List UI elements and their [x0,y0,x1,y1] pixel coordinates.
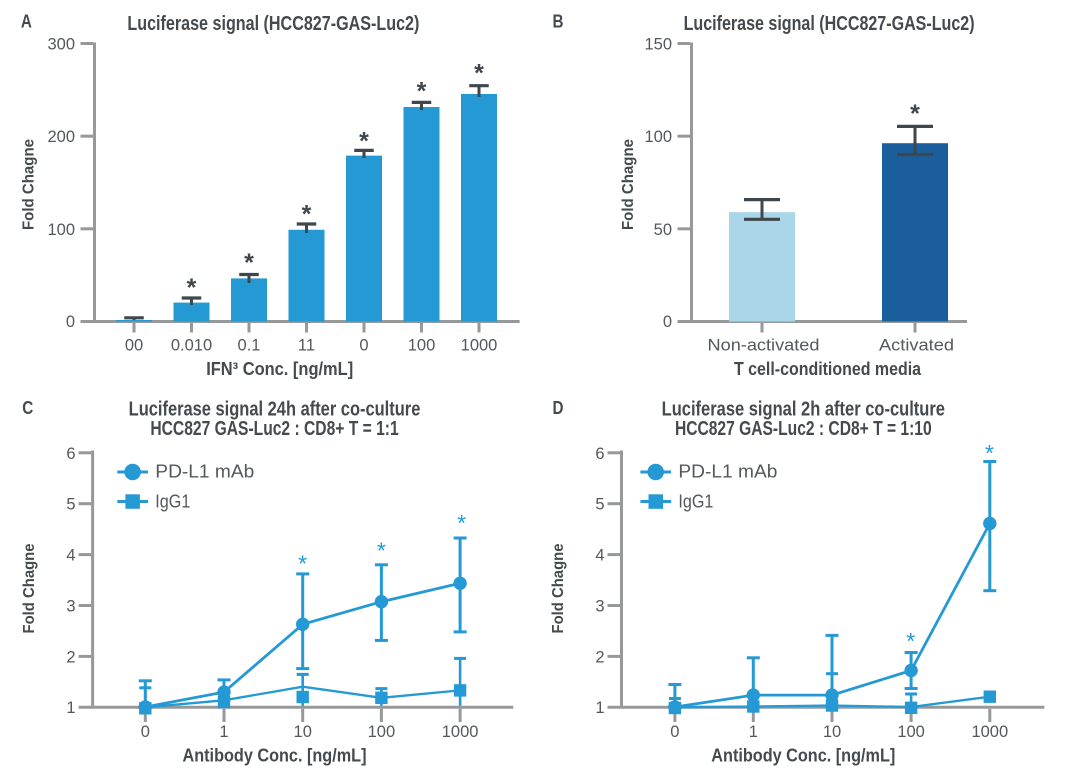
svg-text:Activated: Activated [879,337,954,355]
svg-text:*: * [187,274,197,302]
svg-text:HCC827 GAS-Luc2 : CD8+ T = 1:1: HCC827 GAS-Luc2 : CD8+ T = 1:10 [675,418,932,440]
svg-text:5: 5 [595,496,604,514]
svg-text:2: 2 [595,648,604,666]
svg-text:Antibody Conc. [ng/mL]: Antibody Conc. [ng/mL] [183,745,367,765]
svg-text:D: D [553,398,564,418]
svg-text:Non-activated: Non-activated [708,337,820,355]
svg-text:B: B [553,12,564,32]
svg-text:C: C [22,398,33,418]
svg-text:Luciferase signal (HCC827-GAS-: Luciferase signal (HCC827-GAS-Luc2) [127,13,419,35]
svg-text:100: 100 [368,723,396,741]
svg-text:*: * [906,628,915,654]
svg-text:200: 200 [47,128,75,146]
svg-text:10: 10 [823,723,841,741]
svg-text:*: * [474,59,484,87]
svg-text:300: 300 [47,35,75,53]
svg-text:0: 0 [141,723,150,741]
svg-text:00: 00 [125,337,143,355]
svg-text:Fold Chagne: Fold Chagne [550,543,567,633]
svg-text:4: 4 [595,547,604,565]
svg-text:*: * [377,538,386,564]
svg-text:0.010: 0.010 [171,337,212,355]
svg-text:100: 100 [897,723,925,741]
svg-text:Fold Chagne: Fold Chagne [21,543,38,633]
svg-text:A: A [21,12,32,32]
svg-text:1000: 1000 [442,723,479,741]
svg-text:T cell-conditioned media: T cell-conditioned media [734,359,922,379]
svg-text:3: 3 [595,598,604,616]
svg-text:11: 11 [298,337,315,355]
svg-text:1: 1 [219,723,228,741]
svg-text:0: 0 [663,313,672,331]
svg-text:5: 5 [66,496,75,514]
svg-text:1: 1 [749,723,758,741]
svg-text:150: 150 [644,36,672,54]
svg-text:IgG1: IgG1 [678,492,713,512]
svg-text:Luciferase signal 24h after co: Luciferase signal 24h after co-culture [129,399,421,421]
svg-text:PD-L1 mAb: PD-L1 mAb [678,461,777,481]
svg-text:2: 2 [66,648,75,666]
svg-text:Luciferase signal 2h after co-: Luciferase signal 2h after co-culture [662,399,945,421]
svg-text:IFN³ Conc. [ng/mL]: IFN³ Conc. [ng/mL] [206,359,353,379]
svg-text:6: 6 [66,445,75,463]
svg-text:Luciferase signal (HCC827-GAS-: Luciferase signal (HCC827-GAS-Luc2) [684,13,975,35]
svg-text:0.1: 0.1 [238,337,261,355]
svg-text:0: 0 [670,723,679,741]
svg-text:100: 100 [47,221,75,239]
svg-text:IgG1: IgG1 [155,492,190,512]
svg-text:100: 100 [408,337,436,355]
svg-text:*: * [985,440,994,466]
svg-text:Fold Chagne: Fold Chagne [21,139,38,230]
svg-text:PD-L1 mAb: PD-L1 mAb [155,461,254,481]
svg-text:0: 0 [359,337,368,355]
svg-text:10: 10 [294,723,312,741]
svg-text:*: * [359,128,369,156]
svg-text:*: * [910,100,920,128]
svg-text:*: * [302,200,312,228]
svg-text:HCC827 GAS-Luc2 : CD8+ T = 1:1: HCC827 GAS-Luc2 : CD8+ T = 1:1 [150,418,398,440]
svg-text:50: 50 [654,221,672,239]
svg-text:Antibody Conc. [ng/mL]: Antibody Conc. [ng/mL] [711,745,895,765]
svg-text:100: 100 [644,128,672,146]
svg-text:1000: 1000 [971,723,1008,741]
svg-text:3: 3 [66,598,75,616]
svg-text:*: * [417,78,427,106]
svg-text:1000: 1000 [461,337,498,355]
svg-text:4: 4 [66,547,75,565]
svg-text:*: * [457,510,466,536]
svg-text:0: 0 [66,313,75,331]
svg-text:1: 1 [595,699,604,717]
svg-text:1: 1 [66,699,75,717]
svg-text:Fold Chagne: Fold Chagne [620,139,637,230]
svg-text:6: 6 [595,445,604,463]
svg-text:*: * [298,551,307,577]
svg-text:*: * [244,249,254,277]
